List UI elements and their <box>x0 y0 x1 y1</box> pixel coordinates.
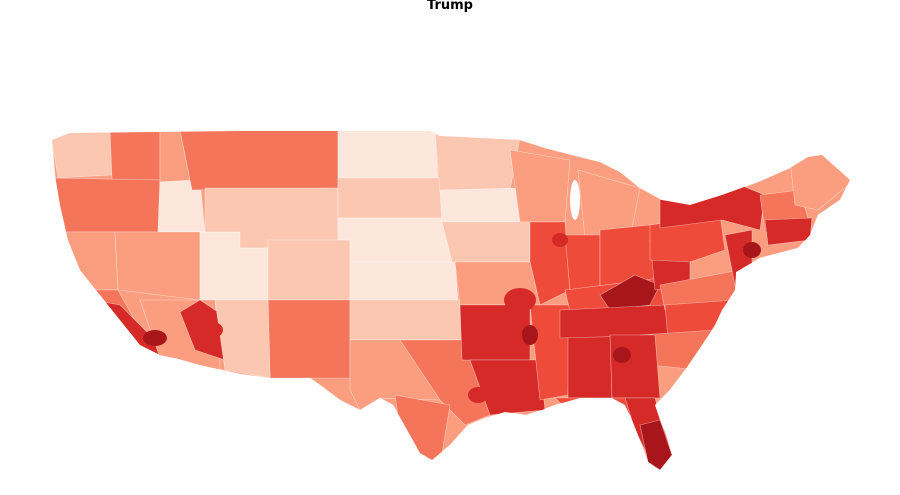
region-nebraska <box>337 217 456 263</box>
region-phoenix-core <box>203 322 223 338</box>
region-washington-west <box>52 131 113 179</box>
region-miami <box>654 440 666 460</box>
region-florida-panhandle <box>554 397 636 416</box>
region-montana <box>179 131 339 191</box>
region-los-angeles <box>143 330 167 346</box>
region-tennessee <box>559 304 671 339</box>
region-chicago <box>552 233 568 247</box>
region-great-lakes-gap <box>570 180 580 220</box>
region-kansas <box>349 261 459 301</box>
region-south-dakota <box>337 177 443 219</box>
region-indiana <box>564 234 601 291</box>
map-title: Trump <box>427 0 473 13</box>
region-new-mexico <box>267 299 351 379</box>
region-houston <box>468 387 488 403</box>
region-maine <box>789 149 850 211</box>
region-wisconsin <box>509 149 571 223</box>
region-arizona-east <box>214 299 271 379</box>
region-massachusetts <box>764 217 813 246</box>
region-georgia <box>609 334 661 399</box>
region-new-york-city <box>743 242 761 258</box>
region-washington-east <box>109 131 161 181</box>
region-colorado <box>267 239 351 301</box>
region-california-north <box>54 231 119 291</box>
region-north-dakota <box>337 131 439 179</box>
region-memphis <box>522 325 538 345</box>
region-atlanta <box>613 347 631 363</box>
region-st-louis <box>504 288 536 312</box>
region-minnesota-south <box>439 187 523 223</box>
region-oregon <box>54 177 161 233</box>
region-iowa <box>441 221 531 263</box>
region-arkansas <box>459 304 531 361</box>
region-oklahoma <box>349 299 463 341</box>
region-nevada <box>114 231 201 301</box>
